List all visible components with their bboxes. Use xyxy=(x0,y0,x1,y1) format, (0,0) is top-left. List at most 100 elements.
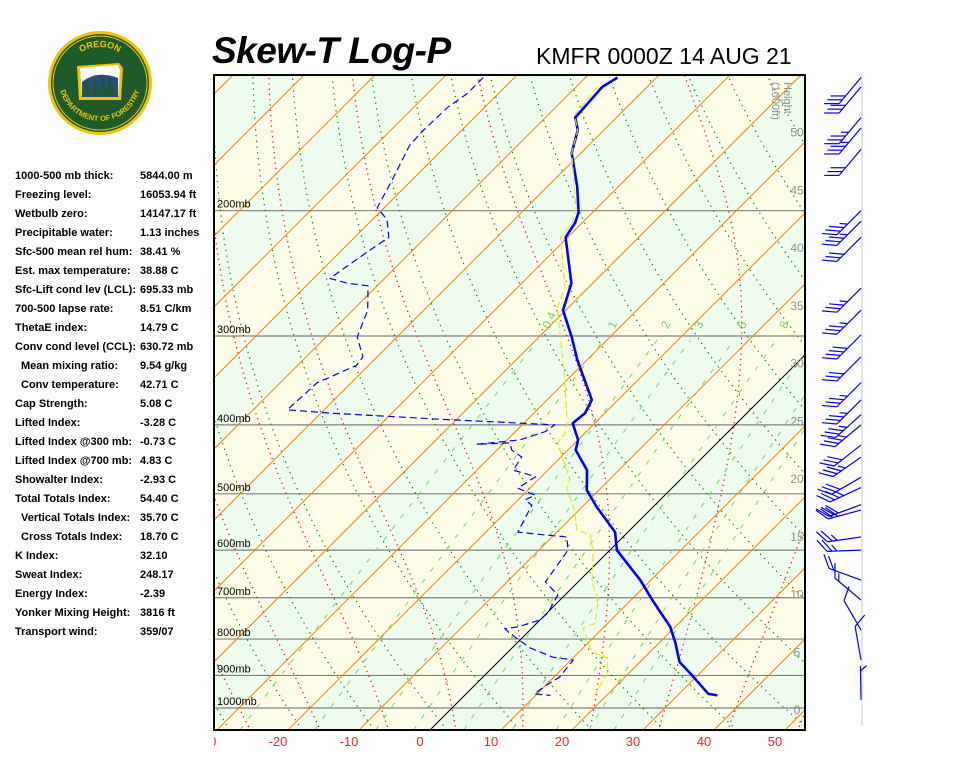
stat-value: 32.10 xyxy=(140,550,168,562)
wind-barb-full xyxy=(820,506,835,516)
wind-barb-staff xyxy=(831,476,862,495)
dry-adiabat xyxy=(927,77,960,730)
isotherm xyxy=(0,75,162,730)
wind-barb-full xyxy=(825,490,840,499)
mixing-ratio-label: 0.4 xyxy=(539,309,559,330)
wind-barb xyxy=(824,86,862,114)
svg-text:OREGON: OREGON xyxy=(77,39,122,54)
wind-barb-staff xyxy=(835,414,862,438)
wind-barb-full xyxy=(828,428,844,432)
stat-value: -2.93 C xyxy=(140,474,177,486)
temperature-band xyxy=(0,75,162,730)
stat-row: 700-500 lapse rate: 8.51 C/km xyxy=(15,301,215,320)
wind-barb-full xyxy=(829,350,845,353)
moist-adiabat xyxy=(727,525,805,730)
wind-barb-half xyxy=(830,534,838,541)
wind-barb-full xyxy=(823,459,839,464)
wind-barb-staff xyxy=(834,424,862,448)
isotherm xyxy=(214,75,660,521)
stat-label: Cross Totals Index: xyxy=(21,531,123,543)
wind-barb xyxy=(821,334,862,360)
wind-barb-half xyxy=(839,322,848,325)
wind-barb xyxy=(816,539,862,552)
temperature-tick-label: 40 xyxy=(697,734,711,749)
isotherm xyxy=(214,75,447,308)
wind-barb-full xyxy=(829,415,845,418)
height-axis-unit: (1000ft) xyxy=(769,82,781,120)
stat-value: 1.13 inches xyxy=(140,227,200,239)
stat-value: 630.72 mb xyxy=(140,341,194,353)
stat-row: Sfc-500 mean rel hum: 38.41 % xyxy=(15,244,215,263)
stat-value: 14147.17 ft xyxy=(140,208,197,220)
isotherm xyxy=(214,75,802,663)
wind-barb-half xyxy=(860,665,867,672)
wind-barb-full xyxy=(820,434,836,439)
stat-label: Lifted Index @700 mb: xyxy=(15,455,133,467)
temperature-tick-label: 0 xyxy=(416,734,423,749)
wind-barb-staff xyxy=(827,536,862,543)
plot-border xyxy=(213,74,806,731)
wind-barb xyxy=(824,117,862,145)
wind-barb-staff xyxy=(836,210,862,236)
height-tick-label: 35 xyxy=(790,299,804,313)
isotherm xyxy=(214,75,589,450)
stat-label: Sweat Index: xyxy=(15,569,83,581)
height-tick-label: 15 xyxy=(790,530,804,544)
stat-row: Est. max temperature: 38.88 C xyxy=(15,263,215,282)
wind-barb-staff xyxy=(836,236,862,262)
dry-adiabat xyxy=(410,76,805,728)
temperature-profile xyxy=(561,76,718,697)
height-tick-label: 5 xyxy=(794,645,801,659)
height-tick-label: 45 xyxy=(790,183,804,197)
wind-barb-half xyxy=(839,412,848,414)
wind-barb-full xyxy=(829,371,845,375)
stat-row: Vertical Totals Index: 35.70 C xyxy=(15,510,215,529)
temperature-band xyxy=(856,75,960,730)
wind-barb-half xyxy=(839,222,848,225)
stat-label: Lifted Index @300 mb: xyxy=(15,436,133,448)
wind-barb-staff xyxy=(836,220,862,246)
stat-label: 700-500 lapse rate: xyxy=(15,303,114,315)
stat-row: Precipitable water: 1.13 inches xyxy=(15,225,215,244)
stat-row: Cross Totals Index: 18.70 C xyxy=(15,529,215,548)
stat-row: Lifted Index @700 mb: 4.83 C xyxy=(15,453,215,472)
wind-barb xyxy=(823,554,862,581)
wind-barb-staff xyxy=(859,665,862,700)
wind-barb-staff xyxy=(829,487,862,503)
stat-row: Freezing level: 16053.94 ft xyxy=(15,187,215,206)
stat-row: Showalter Index: -2.93 C xyxy=(15,472,215,491)
wind-barb-full xyxy=(821,404,838,408)
stat-value: 42.71 C xyxy=(140,379,179,391)
stat-label: 1000-500 mb thick: xyxy=(15,170,114,182)
wind-barb-full xyxy=(819,462,835,467)
wind-barb xyxy=(821,236,862,262)
stat-value: 38.41 % xyxy=(140,246,181,258)
stat-value: 54.40 C xyxy=(140,493,179,505)
stat-value: 4.83 C xyxy=(140,455,173,467)
stat-row: K Index: 32.10 xyxy=(15,548,215,567)
stat-label: Showalter Index: xyxy=(15,474,104,486)
stat-value: 695.33 mb xyxy=(140,284,194,296)
isotherm xyxy=(214,75,731,592)
wind-barb-staff xyxy=(836,399,862,425)
temperature-tick-label: 20 xyxy=(555,734,569,749)
stat-label: Transport wind: xyxy=(15,626,98,638)
stat-value: 248.17 xyxy=(140,569,174,581)
dry-adiabat xyxy=(887,77,960,730)
dewpoint-profile xyxy=(286,77,574,696)
wind-barb-full xyxy=(823,440,839,445)
mixing-ratio-line xyxy=(375,339,658,730)
temperature-axis: -30 -20 -10 0 10 20 30 40 50 xyxy=(214,734,782,749)
stat-row: Conv temperature: 42.71 C xyxy=(15,377,215,396)
wind-barb-full xyxy=(816,539,828,552)
mixing-ratio-line xyxy=(511,339,777,730)
wind-barb xyxy=(821,210,862,236)
oregon-department-of-forestry-logo: OREGON DEPARTMENT OF FORESTRY xyxy=(47,30,153,136)
stat-label: K Index: xyxy=(15,550,59,562)
temperature-band xyxy=(214,75,233,94)
wind-barb-half xyxy=(831,544,838,552)
stat-row: Yonker Mixing Height: 3816 ft xyxy=(15,605,215,624)
pressure-label: 900mb xyxy=(217,663,251,675)
stat-value: 18.70 C xyxy=(140,531,179,543)
zero-isotherm xyxy=(429,354,805,730)
